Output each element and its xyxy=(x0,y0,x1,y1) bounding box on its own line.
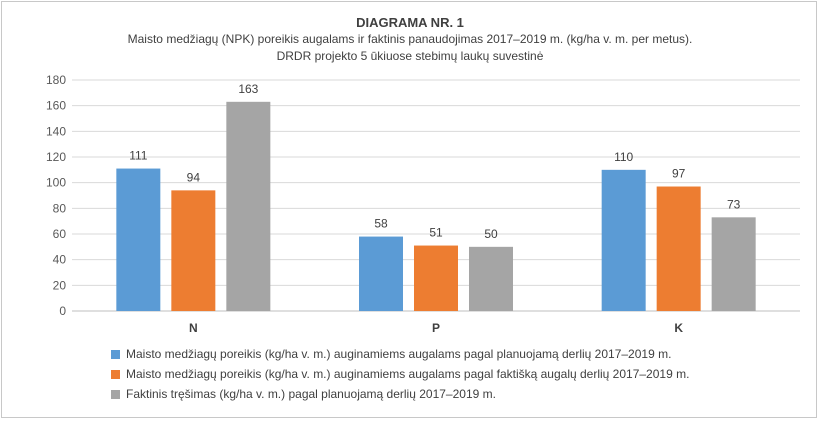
legend-label: Faktinis tręšimas (kg/ha v. m.) pagal pl… xyxy=(126,387,496,401)
bar-N-series-3 xyxy=(226,101,271,311)
x-category-label: K xyxy=(674,321,683,335)
y-tick-label: 20 xyxy=(53,278,67,292)
bar-N-series-2 xyxy=(171,190,216,311)
y-tick-label: 180 xyxy=(46,73,66,87)
data-label: 111 xyxy=(129,149,148,163)
x-category-label: N xyxy=(189,321,198,335)
y-tick-label: 80 xyxy=(53,201,67,215)
bar-N-series-1 xyxy=(116,168,161,311)
bar-P-series-1 xyxy=(359,236,403,311)
data-label: 50 xyxy=(484,227,498,241)
data-label: 163 xyxy=(238,82,258,96)
y-tick-label: 60 xyxy=(53,227,67,241)
y-tick-label: 160 xyxy=(46,99,66,113)
x-category-label: P xyxy=(432,321,440,335)
bar-P-series-3 xyxy=(469,246,513,311)
legend-label: Maisto medžiagų poreikis (kg/ha v. m.) a… xyxy=(126,367,690,381)
y-tick-label: 40 xyxy=(53,253,67,267)
bar-P-series-2 xyxy=(414,245,458,311)
legend-label: Maisto medžiagų poreikis (kg/ha v. m.) a… xyxy=(126,347,672,361)
y-tick-label: 120 xyxy=(46,150,66,164)
legend-item: Maisto medžiagų poreikis (kg/ha v. m.) a… xyxy=(111,364,689,384)
data-label: 51 xyxy=(429,226,443,240)
legend-swatch xyxy=(111,369,120,379)
legend-swatch xyxy=(111,349,120,359)
chart-subtitle-line2: DRDR projekto 5 ūkiuose stebimų laukų su… xyxy=(276,49,544,63)
data-label: 94 xyxy=(187,170,201,184)
y-tick-label: 140 xyxy=(46,124,66,138)
y-tick-label: 100 xyxy=(46,176,66,190)
chart-subtitle-line1: Maisto medžiagų (NPK) poreikis augalams … xyxy=(127,32,693,46)
data-label: 73 xyxy=(727,197,741,211)
legend-item: Faktinis tręšimas (kg/ha v. m.) pagal pl… xyxy=(111,384,689,404)
data-label: 97 xyxy=(672,167,686,181)
chart-title: DIAGRAMA NR. 1 xyxy=(356,15,464,30)
data-label: 58 xyxy=(374,217,388,231)
chart-header: DIAGRAMA NR. 1 Maisto medžiagų (NPK) por… xyxy=(0,14,820,65)
chart-legend: Maisto medžiagų poreikis (kg/ha v. m.) a… xyxy=(111,344,689,404)
bar-K-series-3 xyxy=(711,217,756,311)
legend-item: Maisto medžiagų poreikis (kg/ha v. m.) a… xyxy=(111,344,689,364)
bar-K-series-2 xyxy=(656,186,701,311)
y-tick-label: 0 xyxy=(59,304,66,318)
bar-K-series-1 xyxy=(601,169,646,311)
data-label: 110 xyxy=(614,150,633,164)
legend-swatch xyxy=(111,389,120,399)
